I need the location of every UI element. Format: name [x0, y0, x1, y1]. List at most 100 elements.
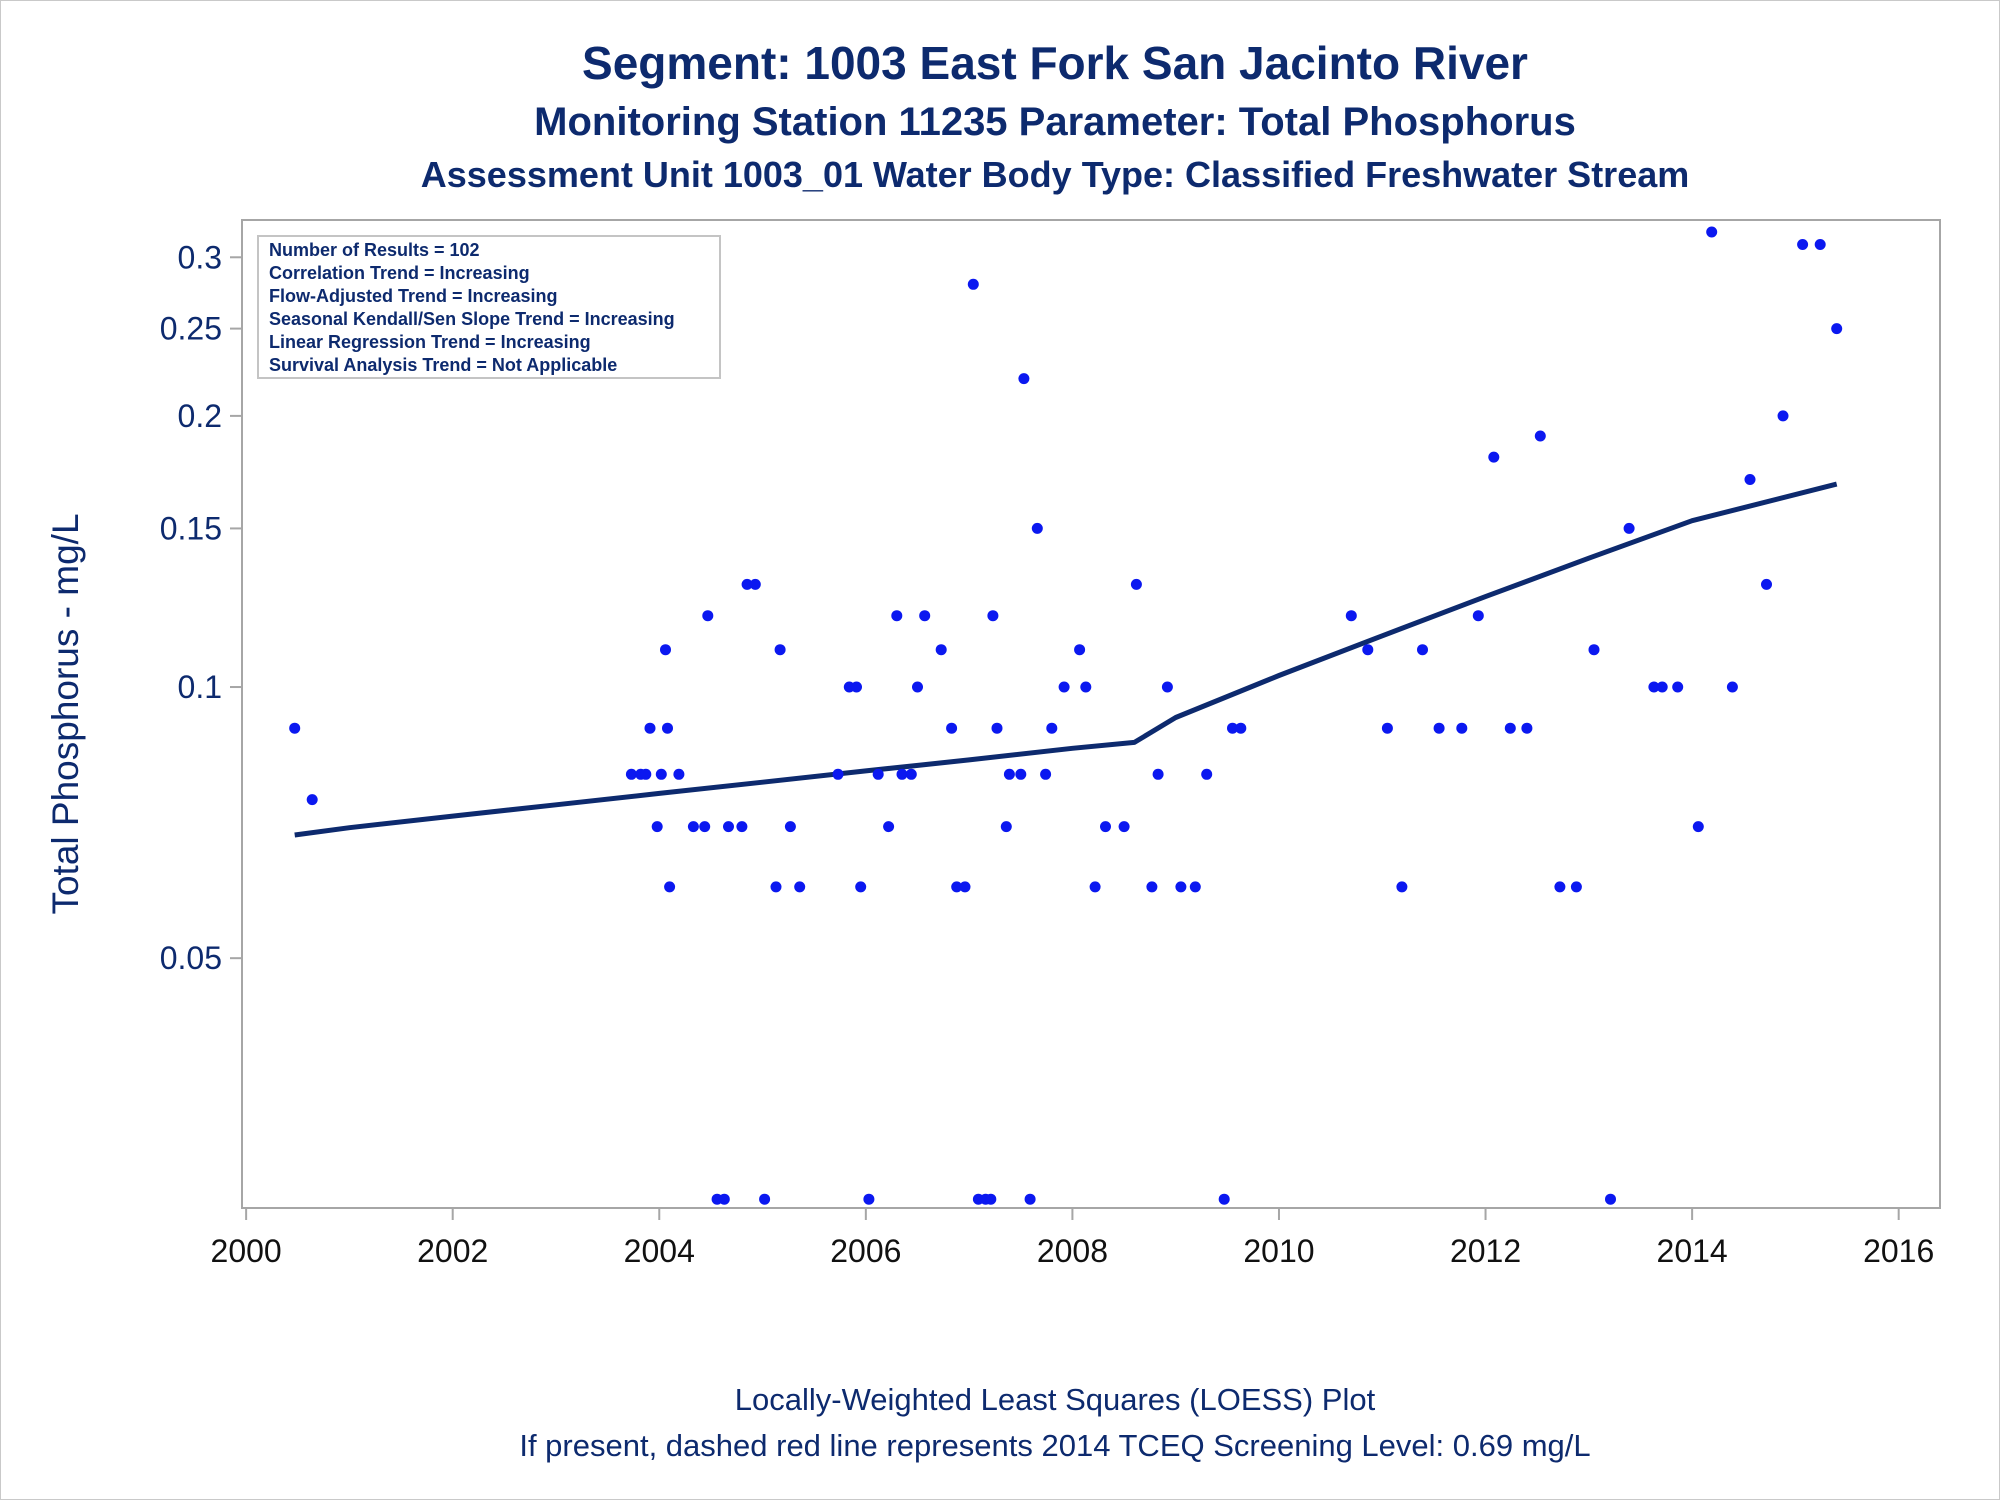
data-point	[1456, 722, 1468, 734]
plot-area-border	[241, 219, 1941, 1209]
data-point	[896, 768, 908, 780]
data-point	[1417, 644, 1428, 656]
x-tick-label: 2014	[1657, 1233, 1728, 1269]
data-point	[855, 881, 867, 893]
data-point	[1074, 644, 1086, 656]
data-point	[1189, 881, 1201, 893]
data-point	[1018, 373, 1030, 385]
y-tick-label: 0.1	[178, 669, 222, 705]
data-point	[1046, 722, 1058, 734]
data-point	[1726, 681, 1738, 693]
x-tick-label: 2008	[1037, 1233, 1108, 1269]
data-point	[1831, 323, 1843, 335]
data-point	[1504, 722, 1516, 734]
data-point	[640, 768, 652, 780]
y-tick-label: 0.25	[160, 311, 222, 347]
data-point	[1554, 881, 1566, 893]
data-point	[1488, 451, 1500, 463]
data-point	[702, 610, 714, 622]
data-point	[687, 821, 699, 833]
data-point	[1024, 1193, 1036, 1205]
data-point	[306, 794, 318, 806]
footnote-screening-level: If present, dashed red line represents 2…	[519, 1428, 1591, 1463]
data-point	[1656, 681, 1668, 693]
data-point	[1175, 881, 1187, 893]
data-point	[987, 610, 999, 622]
x-tick-label: 2000	[211, 1233, 282, 1269]
data-point	[905, 768, 917, 780]
data-point	[644, 722, 656, 734]
data-point	[1777, 410, 1789, 422]
data-point	[883, 821, 895, 833]
chart-title: Segment: 1003 East Fork San Jacinto Rive…	[582, 37, 1528, 89]
data-point	[625, 768, 637, 780]
data-point	[1648, 681, 1660, 693]
data-point	[872, 768, 884, 780]
data-point	[1345, 610, 1357, 622]
data-point	[959, 881, 971, 893]
data-point	[1814, 239, 1826, 250]
data-point	[673, 768, 685, 780]
data-point	[1227, 722, 1238, 734]
chart-subtitle-assessment: Assessment Unit 1003_01 Water Body Type:…	[420, 154, 1690, 195]
stats-inset-box	[257, 235, 721, 379]
data-point	[985, 1193, 997, 1205]
data-point	[1623, 522, 1635, 534]
chart-subtitle-station: Monitoring Station 11235 Parameter: Tota…	[534, 100, 1576, 144]
x-tick-label: 2016	[1863, 1233, 1934, 1269]
data-point	[718, 1193, 730, 1205]
data-point	[655, 768, 667, 780]
stats-inset-line: Flow-Adjusted Trend = Increasing	[269, 286, 558, 306]
data-point	[1797, 239, 1809, 250]
data-point	[1218, 1193, 1230, 1205]
data-point	[1605, 1193, 1616, 1205]
x-tick-label: 2012	[1450, 1233, 1521, 1269]
data-point	[946, 722, 958, 734]
stats-inset-line: Seasonal Kendall/Sen Slope Trend = Incre…	[269, 309, 675, 329]
data-point	[660, 644, 671, 656]
data-point	[1040, 768, 1052, 780]
data-point	[1362, 644, 1374, 656]
data-point	[1235, 722, 1247, 734]
data-point	[1130, 578, 1142, 590]
data-point	[832, 768, 844, 780]
data-point	[1152, 768, 1164, 780]
stats-inset-line: Number of Results = 102	[269, 240, 480, 260]
data-point	[912, 681, 923, 693]
data-point	[1744, 474, 1756, 485]
data-point	[1003, 768, 1015, 780]
data-point	[794, 881, 806, 893]
data-point	[1570, 881, 1582, 893]
y-axis-label: Total Phosphorus - mg/L	[45, 513, 86, 914]
data-point	[289, 722, 301, 734]
data-point	[1146, 881, 1158, 893]
y-tick-label: 0.2	[178, 398, 222, 434]
data-point	[967, 278, 979, 290]
data-point	[1058, 681, 1070, 693]
data-point	[1031, 522, 1043, 534]
loess-trend-line	[294, 481, 1838, 838]
data-point	[1089, 881, 1101, 893]
data-point	[1100, 821, 1111, 833]
data-point	[1521, 722, 1533, 734]
data-point	[770, 881, 782, 893]
data-point	[651, 821, 663, 833]
y-tick-label: 0.15	[160, 510, 222, 546]
data-point	[664, 881, 676, 893]
data-point	[851, 681, 862, 693]
data-point	[1672, 681, 1684, 693]
data-point	[1534, 430, 1546, 442]
data-point	[863, 1193, 875, 1205]
data-point	[741, 578, 753, 590]
x-tick-label: 2002	[417, 1233, 488, 1269]
x-tick-label: 2006	[830, 1233, 901, 1269]
data-point	[951, 881, 963, 893]
data-point	[759, 1193, 771, 1205]
data-point	[1000, 821, 1012, 833]
data-point	[1706, 226, 1718, 238]
data-point	[919, 610, 931, 622]
data-point	[1015, 768, 1027, 780]
x-tick-label: 2010	[1243, 1233, 1314, 1269]
data-point	[1692, 821, 1704, 833]
data-point	[774, 644, 786, 656]
